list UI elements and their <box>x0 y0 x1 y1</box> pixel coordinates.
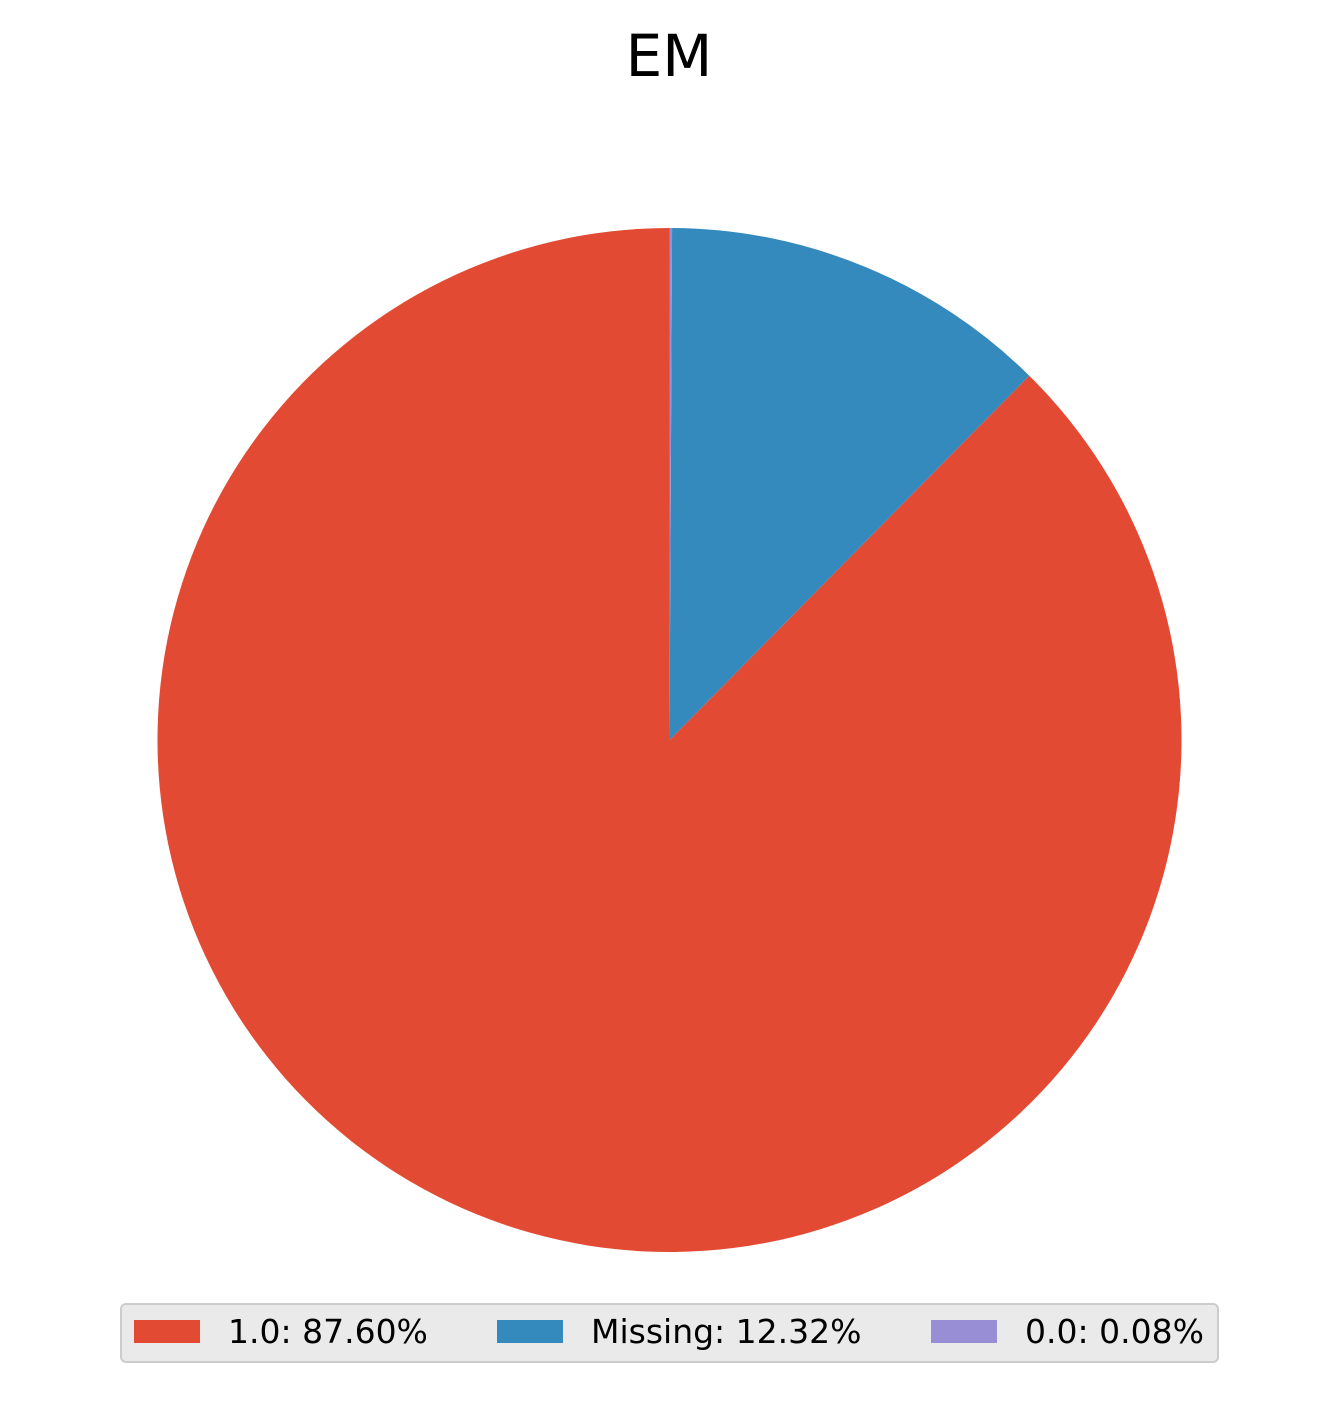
legend-label-1-0: 1.0: 87.60% <box>228 1312 428 1351</box>
legend-swatch-0-0 <box>931 1320 997 1343</box>
pie-slice-missing <box>669 228 1030 740</box>
legend-swatch-missing <box>497 1320 563 1343</box>
chart-title: EM <box>626 22 713 90</box>
pie-slice-1-0 <box>157 228 1182 1252</box>
legend-label-missing: Missing: 12.32% <box>591 1312 862 1351</box>
legend-swatch-1-0 <box>134 1320 200 1343</box>
pie-slice-0-0 <box>669 228 673 740</box>
legend: 1.0: 87.60% Missing: 12.32% 0.0: 0.08% <box>120 1303 1219 1363</box>
legend-frame <box>120 1303 1219 1363</box>
pie-slices <box>157 228 1182 1252</box>
legend-label-0-0: 0.0: 0.08% <box>1025 1312 1204 1351</box>
